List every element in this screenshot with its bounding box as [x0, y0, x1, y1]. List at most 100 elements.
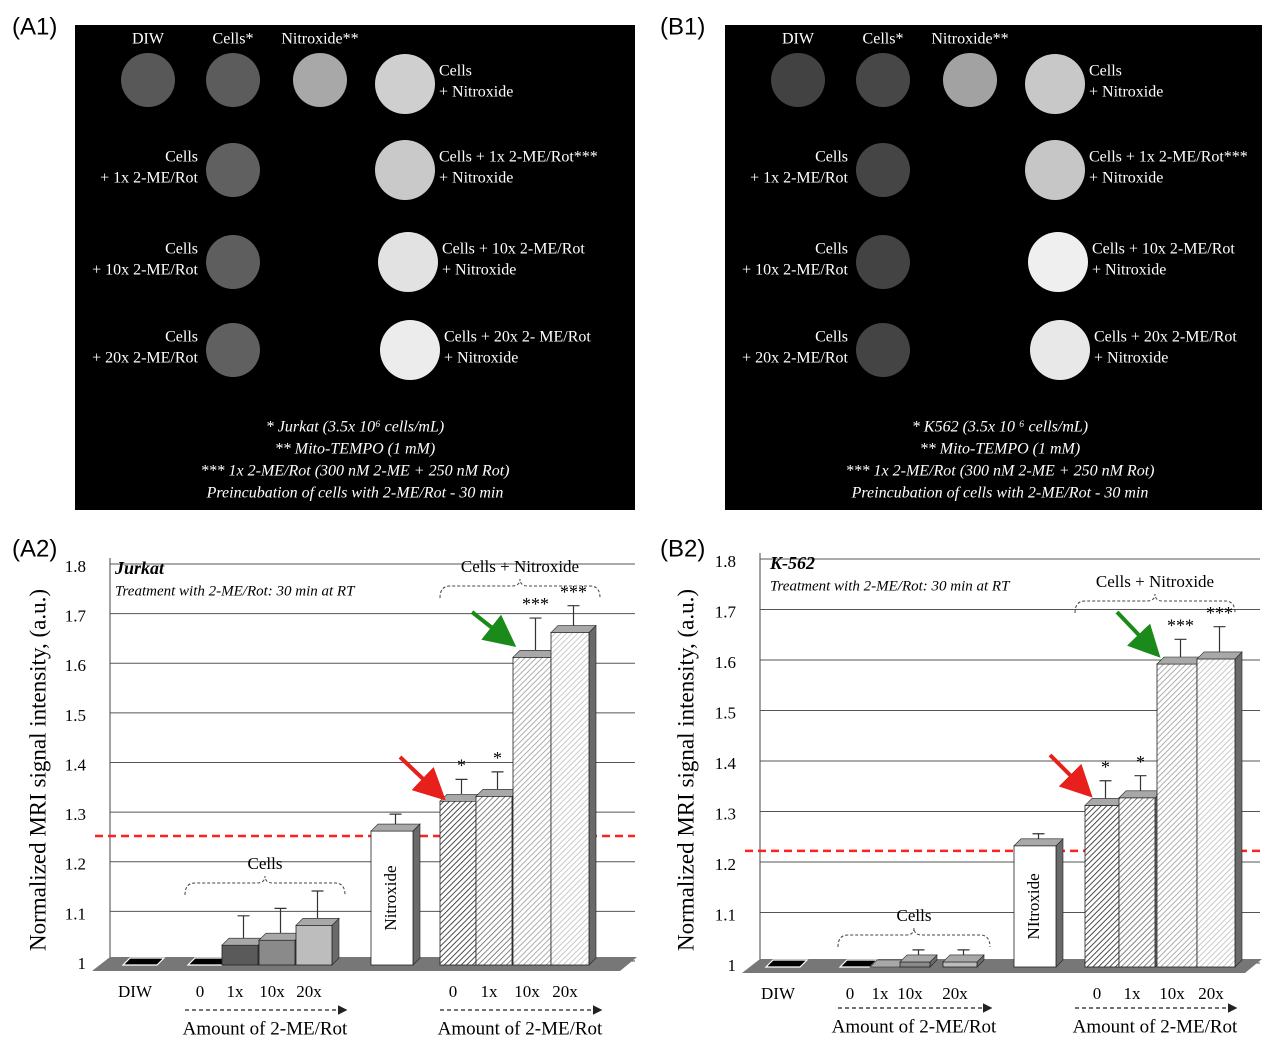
bar	[513, 657, 551, 965]
y-tick-label: 1.8	[715, 552, 736, 571]
y-tick-label: 1.1	[715, 905, 736, 924]
bar	[900, 962, 930, 967]
phantom-spot	[293, 53, 347, 107]
phantom-spot	[378, 232, 438, 292]
y-tick-label: 1.5	[65, 706, 86, 725]
spot-label: Cells + 20x 2- ME/Rot	[444, 329, 591, 346]
phantom-spot	[375, 140, 435, 200]
phantom-spot	[206, 323, 260, 377]
y-tick-label: 1.6	[715, 653, 736, 672]
y-tick-label: 1	[78, 954, 87, 973]
x-tick-label: 20x	[942, 984, 968, 1003]
x-tick-label: 20x	[296, 982, 322, 1001]
x-tick-label: DIW	[118, 982, 153, 1001]
bar	[222, 945, 258, 965]
x-tick-label: 10x	[514, 982, 540, 1001]
figure: (A1)DIWCells*Nitroxide**Cells+ Nitroxide…	[0, 0, 1262, 1038]
error-bar	[492, 772, 504, 789]
phantom-spot	[856, 235, 910, 289]
chart-title: Jurkat	[114, 558, 165, 578]
bar-top	[1119, 791, 1162, 798]
spot-label: + Nitroxide	[442, 262, 516, 279]
x-tick-label: 20x	[1198, 984, 1224, 1003]
phantom-spot	[943, 53, 997, 107]
y-tick-label: 1.8	[65, 557, 86, 576]
bar-top	[296, 918, 339, 925]
phantom-spot	[771, 53, 825, 107]
group-brace	[838, 928, 990, 947]
footnote: *** 1x 2-ME/Rot (300 nM 2-ME + 250 nM Ro…	[846, 463, 1155, 480]
bar	[1119, 798, 1155, 967]
phantom-spot	[856, 323, 910, 377]
phantom-spot	[1028, 232, 1088, 292]
y-tick-label: 1.3	[715, 804, 736, 823]
bar-top	[900, 955, 937, 962]
x-tick-label: 0	[196, 982, 205, 1001]
chart-subtitle: Treatment with 2-ME/Rot: 30 min at RT	[770, 578, 1011, 594]
spot-label: + Nitroxide	[444, 350, 518, 367]
spot-label: + Nitroxide	[1092, 262, 1166, 279]
spot-label: + 1x 2-ME/Rot	[750, 170, 848, 187]
bar-top	[766, 960, 807, 967]
spot-label: + Nitroxide	[1089, 170, 1163, 187]
spot-label: Cells + 1x 2-ME/Rot***	[1089, 149, 1248, 166]
error-bar	[1175, 639, 1187, 657]
bar-top	[259, 933, 302, 940]
spot-label: Cells	[439, 63, 472, 80]
spot-label: Cells + 20x 2-ME/Rot	[1094, 329, 1237, 346]
phantom-spot	[856, 143, 910, 197]
footnote: ** Mito-TEMPO (1 mM)	[920, 441, 1080, 458]
bar-top	[222, 938, 265, 945]
phantom-spot	[206, 53, 260, 107]
bar-label: Nitroxide	[381, 865, 400, 930]
bar	[476, 796, 512, 965]
spot-label: Cells	[165, 329, 198, 346]
significance: *	[1101, 757, 1110, 777]
bar-side	[589, 626, 596, 965]
error-bar	[456, 779, 468, 794]
error-bar	[1135, 776, 1147, 791]
panel-label: (B1)	[660, 13, 705, 40]
phantom-spot	[1030, 320, 1090, 380]
y-tick-label: 1.7	[715, 602, 737, 621]
chart-title: K-562	[769, 553, 815, 573]
y-tick-label: 1	[728, 956, 737, 975]
phantom-spot	[380, 320, 440, 380]
significance: *	[1136, 752, 1145, 772]
error-bar	[1214, 627, 1226, 652]
footnote: Preincubation of cells with 2-ME/Rot - 3…	[851, 485, 1149, 502]
x-tick-label: DIW	[761, 984, 796, 1003]
y-axis-title: Normalized MRI signal intensity, (a.u.)	[673, 589, 698, 951]
spot-label: Cells	[165, 149, 198, 166]
y-tick-label: 1.2	[65, 855, 86, 874]
green-arrow	[472, 612, 510, 642]
error-bar	[913, 950, 925, 955]
spot-label: Cells	[815, 329, 848, 346]
phantom-spot	[206, 235, 260, 289]
spot-label: Cells	[815, 149, 848, 166]
bar-side	[332, 918, 339, 965]
group-label: Cells + Nitroxide	[461, 557, 579, 576]
y-tick-label: 1.1	[65, 904, 86, 923]
footnote: * K562 (3.5x 10 ⁶ cells/mL)	[912, 419, 1088, 436]
x-tick-label: 10x	[897, 984, 923, 1003]
y-tick-label: 1.7	[65, 607, 87, 626]
phantom-spot	[375, 54, 435, 114]
bar	[296, 925, 332, 965]
bar	[551, 633, 589, 965]
significance: *	[457, 755, 466, 775]
spot-label: Cells	[165, 241, 198, 258]
spot-label: + 10x 2-ME/Rot	[92, 262, 198, 279]
y-tick-label: 1.5	[715, 703, 736, 722]
bar-label: NItroxide	[1024, 873, 1043, 939]
spot-label: + 20x 2-ME/Rot	[92, 350, 198, 367]
x-tick-label: 0	[846, 984, 855, 1003]
spot-label: + Nitroxide	[1094, 350, 1168, 367]
x-tick-label: 1x	[227, 982, 245, 1001]
spot-label: DIW	[132, 31, 165, 48]
bar	[943, 962, 977, 967]
phantom-spot	[121, 53, 175, 107]
spot-label: Cells*	[213, 31, 254, 48]
bar-top	[1197, 652, 1242, 659]
panel-label: (A2)	[12, 535, 57, 562]
